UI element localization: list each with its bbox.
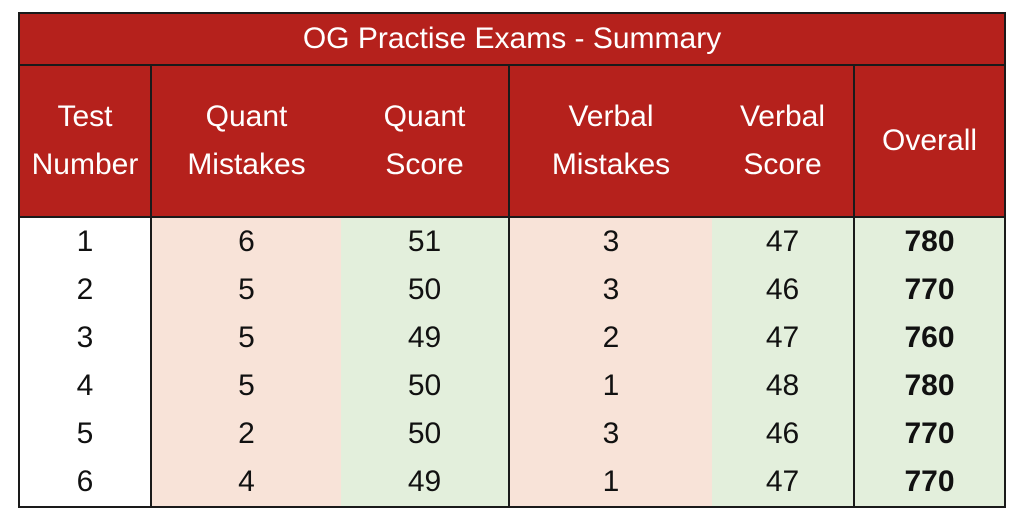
cell-quant-score: 49 [341,458,509,507]
table-title: OG Practise Exams - Summary [19,13,1006,66]
header-line: Mistakes [187,148,306,181]
cell-verbal-mistakes: 3 [508,217,712,266]
cell-verbal-mistakes: 2 [508,314,712,362]
table-row: 4 5 50 1 48 780 [19,362,1006,410]
cell-verbal-mistakes: 1 [508,362,712,410]
header-line: Test [57,100,113,133]
header-row: Test Number Quant Mistakes Quant Score Verbal M… [19,65,1006,218]
header-line: Verbal [739,100,826,133]
cell-verbal-score: 46 [712,266,854,314]
cell-quant-score: 49 [341,314,509,362]
header-overall: Overall [852,65,1006,218]
header-line: Score [743,148,822,181]
cell-quant-mistakes: 5 [151,314,341,362]
cell-test-number: 4 [19,362,152,410]
summary-table: OG Practise Exams - Summary Test Number Qu… [18,12,1007,508]
cell-verbal-score: 47 [712,217,854,266]
cell-overall: 770 [852,410,1006,458]
cell-verbal-mistakes: 3 [508,266,712,314]
cell-quant-score: 51 [341,217,509,266]
cell-overall: 780 [852,362,1006,410]
header-line: Overall [882,124,978,157]
header-verbal-mistakes: Verbal Mistakes [508,65,712,218]
cell-verbal-mistakes: 1 [508,458,712,507]
header-line: Quant [383,100,466,133]
header-line: Verbal [568,100,654,133]
cell-overall: 780 [852,217,1006,266]
cell-quant-mistakes: 2 [151,410,341,458]
cell-quant-mistakes: 4 [151,458,341,507]
cell-overall: 770 [852,458,1006,507]
cell-verbal-score: 46 [712,410,854,458]
cell-test-number: 5 [19,410,152,458]
cell-test-number: 6 [19,458,152,507]
cell-quant-mistakes: 5 [151,266,341,314]
cell-test-number: 3 [19,314,152,362]
header-quant-mistakes: Quant Mistakes [151,65,341,218]
cell-test-number: 1 [19,217,152,266]
cell-overall: 770 [852,266,1006,314]
table-row: 3 5 49 2 47 760 [19,314,1006,362]
header-line: Score [385,148,464,181]
table-row: 6 4 49 1 47 770 [19,458,1006,507]
header-line: Quant [205,100,288,133]
cell-quant-score: 50 [341,362,509,410]
cell-verbal-score: 47 [712,314,854,362]
cell-quant-mistakes: 5 [151,362,341,410]
header-line: Number [31,148,139,181]
cell-quant-mistakes: 6 [151,217,341,266]
cell-verbal-score: 47 [712,458,854,507]
header-quant-score: Quant Score [341,65,509,218]
cell-quant-score: 50 [341,410,509,458]
cell-quant-score: 50 [341,266,509,314]
title-row: OG Practise Exams - Summary [19,13,1006,66]
cell-test-number: 2 [19,266,152,314]
header-line: Mistakes [551,148,671,181]
cell-verbal-mistakes: 3 [508,410,712,458]
table-row: 1 6 51 3 47 780 [19,217,1006,266]
table-row: 5 2 50 3 46 770 [19,410,1006,458]
cell-overall: 760 [852,314,1006,362]
cell-verbal-score: 48 [712,362,854,410]
header-test-number: Test Number [19,65,152,218]
header-verbal-score: Verbal Score [712,65,854,218]
table-row: 2 5 50 3 46 770 [19,266,1006,314]
